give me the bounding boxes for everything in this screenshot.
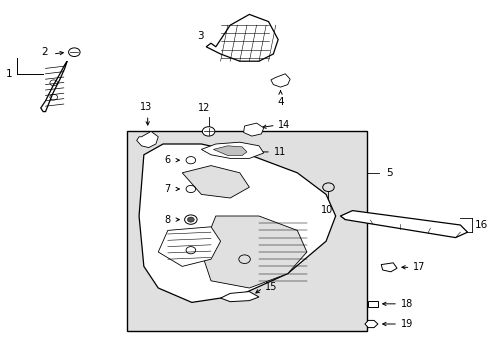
Polygon shape [243, 123, 263, 136]
Text: 12: 12 [197, 103, 209, 113]
Polygon shape [201, 142, 263, 158]
Text: 17: 17 [412, 262, 425, 273]
Text: 16: 16 [474, 220, 487, 230]
Text: 8: 8 [164, 215, 170, 225]
Polygon shape [206, 14, 278, 61]
Text: 3: 3 [197, 31, 203, 41]
Text: 11: 11 [274, 147, 286, 157]
Text: 9: 9 [164, 245, 170, 255]
Bar [367, 301, 377, 307]
Bar [127, 131, 366, 331]
Text: 5: 5 [385, 168, 392, 178]
Text: 4: 4 [277, 97, 283, 107]
Polygon shape [220, 292, 259, 302]
Polygon shape [213, 146, 246, 156]
Text: 15: 15 [264, 282, 277, 292]
Text: 7: 7 [163, 184, 170, 194]
Text: 19: 19 [400, 319, 412, 329]
Circle shape [184, 215, 197, 224]
Text: 18: 18 [400, 299, 412, 309]
Polygon shape [182, 166, 249, 198]
Text: 2: 2 [41, 47, 48, 57]
Text: 13: 13 [140, 102, 152, 112]
Circle shape [187, 217, 194, 222]
Polygon shape [201, 216, 306, 288]
Polygon shape [136, 131, 158, 148]
Text: 6: 6 [164, 155, 170, 165]
Polygon shape [158, 227, 220, 266]
Polygon shape [381, 263, 396, 272]
Text: 1: 1 [5, 69, 12, 79]
Text: 10: 10 [320, 205, 332, 215]
Circle shape [202, 127, 214, 136]
Polygon shape [270, 74, 289, 87]
Text: 14: 14 [278, 120, 290, 130]
Polygon shape [364, 320, 377, 328]
Polygon shape [41, 61, 67, 112]
Polygon shape [139, 144, 335, 302]
Polygon shape [340, 211, 467, 238]
